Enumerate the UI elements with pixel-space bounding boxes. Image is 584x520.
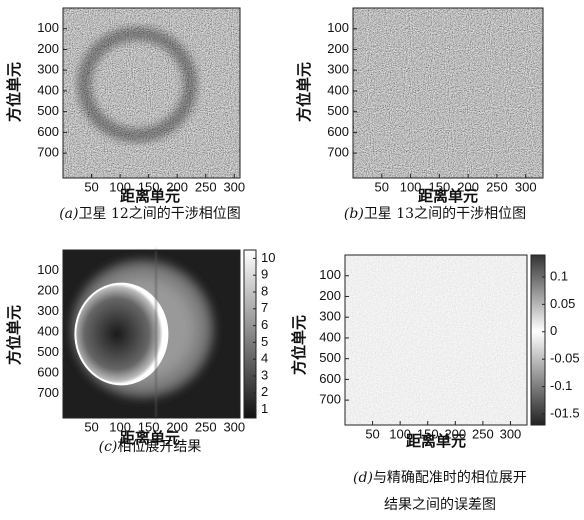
colorbar [531, 255, 545, 425]
x-tick-label: 300 [223, 179, 245, 194]
y-tick-label: 600 [327, 124, 349, 139]
caption-text: 卫星 12之间的干涉相位图 [79, 206, 241, 222]
page: {"chart_data": [ {"type": "heatmap", "pa… [0, 0, 584, 516]
x-tick-label: 250 [195, 419, 217, 434]
y-tick-label: 200 [327, 41, 349, 56]
y-tick-label: 200 [37, 282, 59, 297]
x-axis-label: 距离单元 [418, 187, 478, 205]
y-tick-label: 100 [319, 267, 341, 282]
y-axis-label: 方位单元 [5, 62, 23, 122]
caption: (c)相位展开结果 [99, 439, 202, 455]
colorbar-tick-label: 8 [261, 283, 268, 298]
y-tick-label: 200 [319, 288, 341, 303]
caption: (a)卫星 12之间的干涉相位图 [59, 206, 241, 222]
y-tick-label: 300 [319, 309, 341, 324]
colorbar-tick-label: 10 [261, 250, 275, 265]
y-tick-label: 100 [327, 20, 349, 35]
y-tick-label: 100 [37, 262, 59, 277]
y-tick-label: 300 [37, 303, 59, 318]
x-tick-label: 50 [375, 179, 389, 194]
y-tick-label: 400 [37, 323, 59, 338]
colorbar-tick-label: 6 [261, 317, 268, 332]
y-tick-label: 700 [37, 145, 59, 160]
y-tick-label: 700 [319, 392, 341, 407]
image-disk [75, 284, 167, 385]
figure: 50100150200250300100200300400500600700距离… [0, 0, 584, 516]
caption-text: 结果之间的误差图 [384, 497, 496, 513]
colorbar-tick-label: -01.5 [550, 405, 580, 420]
image-noise [353, 8, 543, 178]
x-axis-label: 距离单元 [406, 432, 466, 450]
caption-text: 相位展开结果 [117, 439, 201, 455]
caption-text: 卫星 13之间的干涉相位图 [364, 206, 526, 222]
y-axis-label: 方位单元 [295, 62, 313, 122]
x-tick-label: 300 [223, 419, 245, 434]
y-tick-label: 600 [37, 364, 59, 379]
y-tick-label: 600 [319, 371, 341, 386]
y-tick-label: 100 [37, 20, 59, 35]
panel-label: (d) [353, 470, 373, 486]
x-tick-label: 50 [84, 179, 98, 194]
colorbar-tick-label: 1 [261, 401, 268, 416]
y-tick-label: 200 [37, 41, 59, 56]
y-tick-label: 600 [37, 124, 59, 139]
caption-text: 与精确配准时的相位展开 [373, 470, 527, 486]
y-axis-label: 方位单元 [5, 305, 23, 365]
image-stripe [155, 250, 157, 418]
caption: 结果之间的误差图 [384, 497, 496, 513]
caption: (b)卫星 13之间的干涉相位图 [344, 206, 526, 222]
colorbar-tick-label: 5 [261, 334, 268, 349]
image-noise [345, 255, 527, 425]
x-axis-label: 距离单元 [120, 187, 180, 205]
panel-label: (b) [344, 206, 364, 222]
x-tick-label: 250 [486, 179, 508, 194]
x-tick-label: 300 [515, 179, 537, 194]
colorbar-tick-label: 3 [261, 367, 268, 382]
colorbar-tick-label: 0 [550, 323, 557, 338]
panel-label: (c) [99, 439, 118, 455]
y-axis-label: 方位单元 [290, 315, 308, 375]
y-tick-label: 300 [327, 62, 349, 77]
x-tick-label: 50 [365, 426, 379, 441]
panel-label: (a) [59, 206, 78, 222]
y-tick-label: 700 [327, 145, 349, 160]
x-tick-label: 300 [500, 426, 522, 441]
y-tick-label: 500 [319, 350, 341, 365]
colorbar-tick-label: 2 [261, 384, 268, 399]
y-tick-label: 500 [327, 103, 349, 118]
y-tick-label: 700 [37, 385, 59, 400]
colorbar-tick-label: 0.05 [550, 296, 575, 311]
colorbar-tick-label: -0.1 [550, 378, 572, 393]
y-tick-label: 500 [37, 103, 59, 118]
colorbar-tick-label: 0.1 [550, 268, 568, 283]
caption: (d)与精确配准时的相位展开 [353, 470, 527, 486]
y-tick-label: 400 [327, 82, 349, 97]
x-tick-label: 250 [195, 179, 217, 194]
colorbar-tick-label: 7 [261, 300, 268, 315]
colorbar-tick-label: -0.05 [550, 351, 580, 366]
x-tick-label: 50 [84, 419, 98, 434]
colorbar-tick-label: 4 [261, 351, 268, 366]
y-tick-label: 400 [37, 82, 59, 97]
x-tick-label: 250 [472, 426, 494, 441]
y-tick-label: 500 [37, 344, 59, 359]
y-tick-label: 400 [319, 329, 341, 344]
colorbar-tick-label: 9 [261, 267, 268, 282]
y-tick-label: 300 [37, 62, 59, 77]
